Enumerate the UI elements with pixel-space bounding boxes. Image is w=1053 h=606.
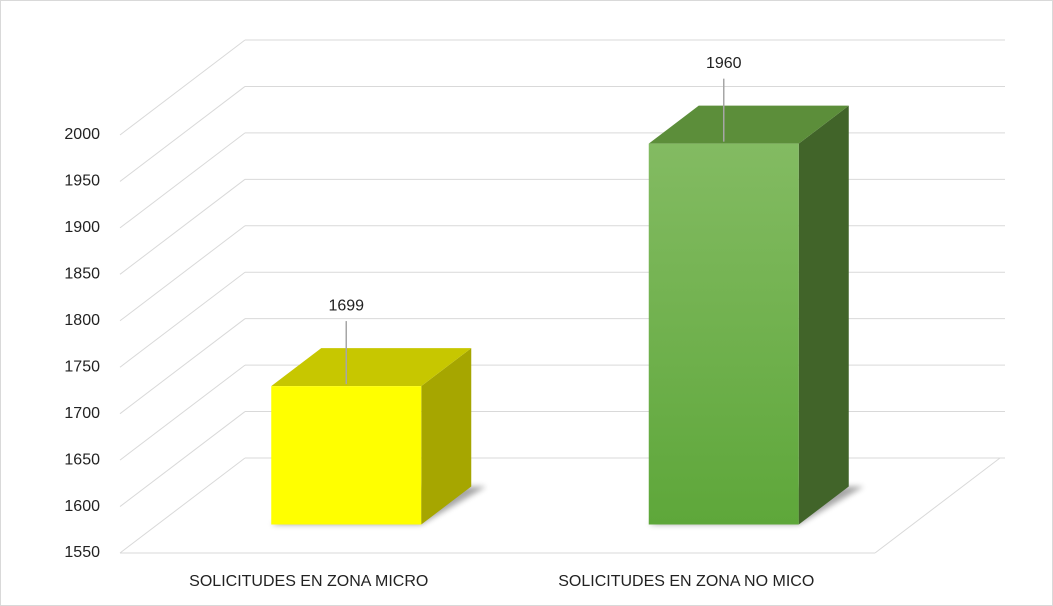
grid-diagonal xyxy=(119,318,246,415)
y-tick-label: 1950 xyxy=(64,173,100,190)
grid-diagonal xyxy=(119,86,246,182)
grid-diagonal xyxy=(119,364,246,461)
grid-diagonal xyxy=(119,457,246,554)
y-tick-label: 1550 xyxy=(64,544,100,561)
y-tick-label: 1700 xyxy=(64,405,100,422)
y-tick-label: 1850 xyxy=(64,266,100,283)
x-tick-label: SOLICITUDES EN ZONA MICRO xyxy=(189,573,428,590)
grid-diagonal xyxy=(119,411,246,507)
value-label: 1699 xyxy=(328,297,364,314)
bar-side xyxy=(798,105,849,525)
grid-diagonal xyxy=(119,225,246,322)
bar-front xyxy=(648,143,799,525)
bar-front xyxy=(271,386,422,525)
value-label: 1960 xyxy=(706,55,742,72)
grid-diagonal xyxy=(119,132,246,229)
grid-diagonal xyxy=(119,39,246,136)
y-tick-label: 2000 xyxy=(64,126,100,143)
x-tick-label: SOLICITUDES EN ZONA NO MICO xyxy=(558,573,814,590)
floor-edge xyxy=(874,457,1001,554)
y-tick-label: 1650 xyxy=(64,451,100,468)
bar-side xyxy=(421,348,472,525)
y-tick-label: 1750 xyxy=(64,358,100,375)
y-tick-label: 1600 xyxy=(64,498,100,515)
y-tick-label: 1900 xyxy=(64,219,100,236)
grid-diagonal xyxy=(119,271,246,368)
bar-top xyxy=(271,348,472,387)
grid-diagonal xyxy=(119,178,246,275)
y-tick-label: 1800 xyxy=(64,312,100,329)
bar-top xyxy=(648,105,849,144)
